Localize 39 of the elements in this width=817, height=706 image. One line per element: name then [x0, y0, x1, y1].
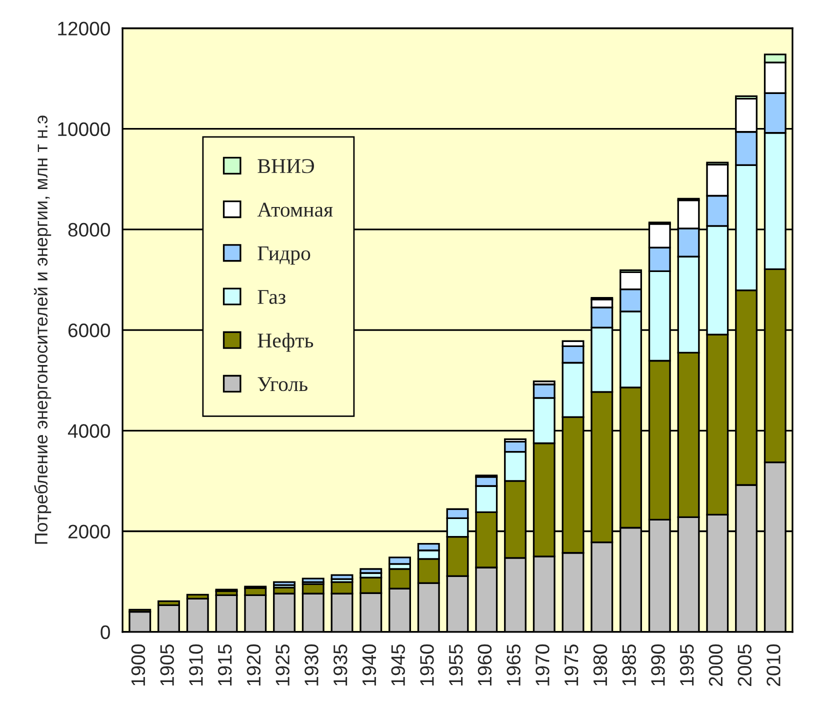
x-tick-label: 1990	[651, 644, 665, 686]
x-tick-label: 1980	[593, 644, 608, 686]
x-tick-label: 1945	[391, 644, 405, 686]
x-tick-label: 1960	[478, 644, 492, 686]
y-tick-label: 2000	[68, 524, 110, 538]
x-tick-label: 1915	[218, 644, 232, 686]
x-tick-label: 1955	[448, 644, 463, 686]
x-tick-label: 1975	[564, 644, 578, 686]
x-tick-label: 1995	[680, 644, 694, 686]
x-tick-label: 1935	[333, 644, 348, 686]
x-tick-label: 1970	[536, 644, 550, 686]
x-tick-label: 1985	[622, 644, 636, 686]
legend-label: Гидро	[258, 246, 310, 265]
x-tick-label: 2000	[708, 644, 723, 686]
x-tick-label: 2010	[766, 644, 780, 686]
legend-label: Уголь	[258, 377, 308, 392]
x-tick-label: 1950	[420, 644, 434, 686]
legend-label: Газ	[258, 290, 286, 304]
y-axis-title: Потребление энергоносителей и энергии, млн т н.э	[34, 116, 52, 544]
y-tick-label: 4000	[68, 424, 110, 438]
legend-label: Атомная	[257, 202, 333, 217]
x-tick-label: 1920	[246, 644, 261, 686]
x-tick-label: 1900	[131, 644, 146, 686]
x-tick-label: 1940	[362, 644, 376, 686]
y-tick-label: 0	[100, 625, 110, 640]
x-tick-label: 1905	[160, 644, 174, 686]
legend-label: ВНИЭ	[258, 159, 314, 174]
y-tick-label: 8000	[68, 222, 110, 237]
x-tick-label: 1925	[276, 644, 290, 686]
x-tick-label: 2005	[738, 644, 752, 686]
y-tick-label: 6000	[68, 324, 110, 338]
bar	[330, 574, 354, 580]
y-tick-label: 12000	[58, 22, 110, 36]
x-tick-label: 1910	[189, 644, 203, 686]
legend-label: Нефть	[258, 332, 314, 352]
x-tick-label: 1965	[506, 644, 520, 686]
bar	[273, 581, 296, 586]
y-tick-label: 10000	[58, 122, 110, 136]
x-tick-label: 1930	[304, 644, 318, 686]
